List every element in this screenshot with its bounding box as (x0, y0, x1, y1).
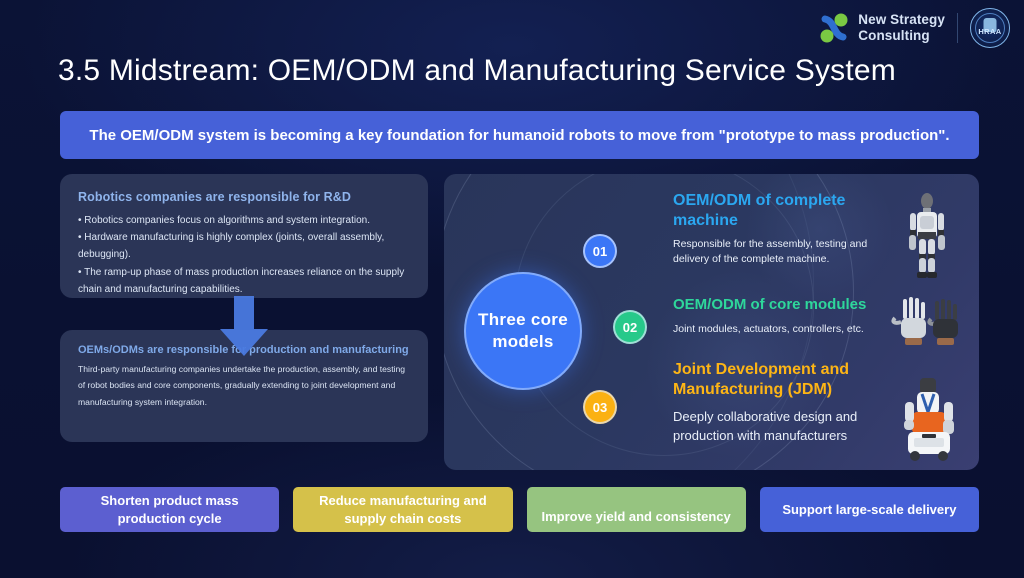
benefit-chip-3[interactable]: Improve yield and consistency (526, 487, 746, 532)
brand-name: New Strategy Consulting (858, 12, 945, 43)
banner-text: The OEM/ODM system is becoming a key fou… (89, 126, 950, 144)
benefit-chip-1[interactable]: Shorten product mass production cycle (60, 487, 280, 532)
benefit-chip-2[interactable]: Reduce manufacturing and supply chain co… (293, 487, 513, 532)
robotic-hands-pair-image (891, 294, 969, 354)
benefit-chip-label: Support large-scale delivery (782, 501, 957, 517)
mobile-service-robot-image (892, 372, 966, 464)
key-message-banner: The OEM/ODM system is becoming a key fou… (60, 111, 979, 159)
list-item: • The ramp-up phase of mass production i… (78, 266, 405, 295)
list-item: • Hardware manufacturing is highly compl… (78, 232, 385, 261)
core-models-label: Three core models (478, 309, 568, 351)
badge-03[interactable]: 03 (583, 390, 617, 424)
badge-02[interactable]: 02 (613, 310, 647, 344)
benefit-chip-label: Reduce manufacturing and supply chain co… (319, 493, 487, 526)
three-core-models-panel: Three core models 01 02 03 OEM/ODM of co… (444, 174, 979, 470)
core-models-circle: Three core models (464, 272, 582, 390)
humanoid-robot-full-body-image (899, 192, 955, 280)
badge-01[interactable]: 01 (583, 234, 617, 268)
new-strategy-consulting-logo: New Strategy Consulting (817, 11, 945, 45)
seal-robot-icon (983, 18, 997, 32)
brand-line-2: Consulting (858, 28, 930, 43)
benefit-chip-label: Shorten product mass production cycle (100, 493, 239, 526)
rnd-panel-title: Robotics companies are responsible for R… (78, 190, 352, 204)
oem-odm-responsibility-panel: OEMs/ODMs are responsible for production… (60, 330, 428, 442)
left-column: Robotics companies are responsible for R… (60, 174, 428, 442)
core-model-item-1: OEM/ODM of complete machine Responsible … (673, 191, 893, 266)
rnd-panel-bullets: • Robotics companies focus on algorithms… (78, 212, 410, 298)
benefits-row: Shorten product mass production cycle Re… (60, 487, 979, 532)
hraa-seal-inner-ring: HRAA (975, 13, 1005, 43)
core-model-title: OEM/ODM of core modules (673, 296, 867, 313)
page-title: 3.5 Midstream: OEM/ODM and Manufacturing… (58, 54, 896, 87)
vertical-divider-icon (957, 13, 958, 43)
down-arrow-icon (217, 296, 271, 358)
brand-line-1: New Strategy (858, 12, 945, 28)
core-model-title: Joint Development and Manufacturing (JDM… (673, 361, 850, 398)
core-model-item-2: OEM/ODM of core modules Joint modules, a… (673, 296, 913, 337)
core-model-title: OEM/ODM of complete machine (673, 192, 846, 229)
hraa-seal-label: HRAA (978, 27, 1002, 36)
benefit-chip-4[interactable]: Support large-scale delivery (759, 487, 979, 532)
hraa-circular-seal-icon: HRAA (970, 8, 1010, 48)
list-item: • Robotics companies focus on algorithms… (78, 215, 370, 226)
decorative-glow (744, 174, 894, 304)
core-model-desc: Deeply collaborative design and producti… (673, 408, 858, 444)
decorative-glow (644, 269, 834, 459)
core-model-desc: Joint modules, actuators, controllers, e… (673, 322, 864, 335)
core-model-item-3: Joint Development and Manufacturing (JDM… (673, 360, 909, 446)
oem-panel-body: Third-party manufacturing companies unde… (78, 364, 406, 407)
rnd-responsibility-panel: Robotics companies are responsible for R… (60, 174, 428, 298)
two-green-dots-blue-ribbon-logo-icon (817, 11, 851, 45)
brand-header: New Strategy Consulting HRAA (817, 8, 1010, 48)
benefit-chip-label: Improve yield and consistency (541, 508, 731, 524)
core-model-desc: Responsible for the assembly, testing an… (673, 237, 868, 265)
